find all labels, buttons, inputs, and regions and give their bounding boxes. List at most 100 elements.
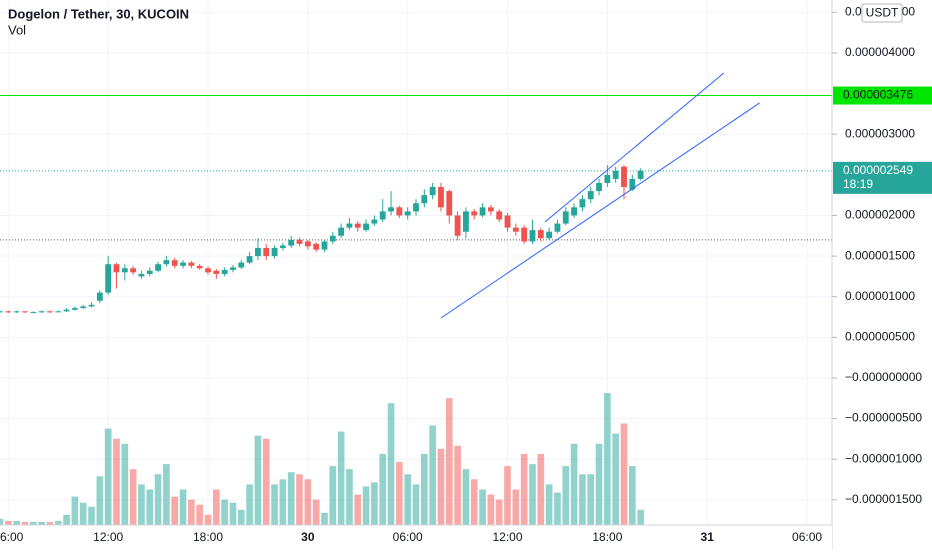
currency-label[interactable]: USDT bbox=[866, 6, 899, 20]
candle-body bbox=[304, 241, 311, 247]
volume-bar bbox=[321, 512, 328, 525]
volume-bar bbox=[163, 464, 170, 525]
y-tick-label: 0.000004000 bbox=[845, 45, 915, 59]
countdown-label: 18:19 bbox=[843, 177, 873, 191]
time-axis-area bbox=[0, 525, 832, 550]
candle-body bbox=[562, 211, 569, 224]
y-tick-label: 0.000001000 bbox=[845, 289, 915, 303]
volume-bar bbox=[495, 499, 503, 525]
candle-body bbox=[47, 311, 53, 313]
candle-body bbox=[537, 230, 544, 239]
volume-bar bbox=[612, 433, 620, 525]
candle-body bbox=[471, 211, 478, 216]
alert-price-label: 0.000003476 bbox=[843, 88, 913, 102]
candle-body bbox=[363, 223, 369, 231]
candle-body bbox=[346, 223, 353, 228]
volume-bar bbox=[196, 504, 204, 525]
volume-bar bbox=[271, 484, 278, 525]
volume-bar bbox=[13, 520, 20, 525]
volume-bar bbox=[29, 521, 37, 525]
candle-body bbox=[96, 292, 103, 301]
candle-body bbox=[246, 256, 253, 263]
candle-body bbox=[13, 311, 20, 313]
candle-body bbox=[504, 215, 511, 228]
candle-body bbox=[521, 227, 528, 242]
volume-bar bbox=[437, 448, 445, 525]
candle-body bbox=[296, 239, 303, 244]
volume-bar bbox=[620, 423, 628, 525]
volume-bar bbox=[420, 453, 428, 525]
volume-bar bbox=[354, 494, 362, 525]
volume-bar bbox=[113, 438, 120, 525]
candle-body bbox=[438, 187, 444, 208]
volume-label: Vol bbox=[8, 22, 26, 37]
currency-badge[interactable] bbox=[861, 3, 903, 23]
candle-body bbox=[55, 311, 62, 313]
candle-body bbox=[512, 227, 519, 232]
candle-body bbox=[321, 241, 328, 250]
volume-bar bbox=[54, 520, 62, 525]
candle-body bbox=[421, 195, 428, 204]
x-tick-label: 06:00 bbox=[792, 530, 822, 544]
y-tick-label: 0.000002000 bbox=[845, 208, 915, 222]
x-tick-label: 12:00 bbox=[493, 530, 523, 544]
candle-body bbox=[546, 231, 553, 239]
volume-bar bbox=[212, 489, 220, 525]
candle-body bbox=[63, 309, 70, 312]
volume-bar bbox=[262, 438, 270, 525]
volume-bar bbox=[396, 462, 403, 525]
chart-title: Dogelon / Tether, 30, KUCOIN bbox=[8, 6, 189, 21]
candle-body bbox=[371, 219, 378, 224]
volume-bar bbox=[387, 403, 395, 525]
volume-bar bbox=[88, 506, 95, 525]
volume-bar bbox=[637, 509, 644, 525]
volume-bar bbox=[221, 499, 228, 525]
y-tick-label: 0.000001500 bbox=[845, 248, 915, 262]
volume-bar bbox=[0, 518, 4, 525]
volume-bar bbox=[529, 464, 536, 525]
candle-body bbox=[255, 247, 261, 257]
volume-bar bbox=[371, 482, 378, 525]
candle-body bbox=[171, 260, 178, 266]
candle-body bbox=[329, 235, 336, 242]
volume-bar bbox=[337, 431, 345, 525]
candle-body bbox=[496, 211, 503, 220]
x-tick-label: 12:00 bbox=[93, 530, 123, 544]
x-tick-label: 06:00 bbox=[0, 530, 24, 544]
candle-body bbox=[313, 243, 320, 250]
volume-bar bbox=[121, 443, 129, 525]
alert-price-box bbox=[833, 86, 932, 105]
candle-body bbox=[587, 191, 594, 200]
candle-body bbox=[388, 207, 394, 212]
y-tick-label: −0.000000000 bbox=[845, 370, 922, 384]
volume-bar bbox=[63, 514, 70, 525]
candle-body bbox=[146, 270, 153, 274]
volume-bar bbox=[237, 509, 245, 525]
volume-bar bbox=[587, 474, 595, 525]
volume-bar bbox=[46, 521, 54, 525]
volume-bar bbox=[604, 393, 611, 525]
volume-bar bbox=[138, 484, 145, 525]
x-tick-label: 31 bbox=[701, 530, 715, 544]
x-tick-label: 18:00 bbox=[193, 530, 223, 544]
candle-body bbox=[288, 239, 295, 246]
volume-bar bbox=[204, 514, 212, 525]
candle-body bbox=[30, 312, 37, 314]
x-tick-label: 30 bbox=[301, 530, 315, 544]
last-price-label: 0.000002549 bbox=[843, 163, 913, 177]
volume-bar bbox=[537, 453, 545, 525]
volume-bar bbox=[595, 443, 603, 525]
volume-bar bbox=[296, 474, 303, 525]
candle-body bbox=[196, 265, 203, 269]
volume-bar bbox=[454, 445, 461, 525]
plot-area bbox=[0, 0, 832, 525]
candle-body bbox=[230, 267, 236, 270]
volume-bar bbox=[504, 466, 511, 525]
x-tick-label: 18:00 bbox=[592, 530, 622, 544]
candle-body bbox=[554, 223, 561, 232]
candle-body bbox=[130, 268, 137, 273]
volume-bar bbox=[179, 489, 187, 525]
volume-bar bbox=[429, 425, 436, 525]
volume-bar bbox=[470, 479, 478, 525]
volume-bar bbox=[104, 428, 112, 525]
